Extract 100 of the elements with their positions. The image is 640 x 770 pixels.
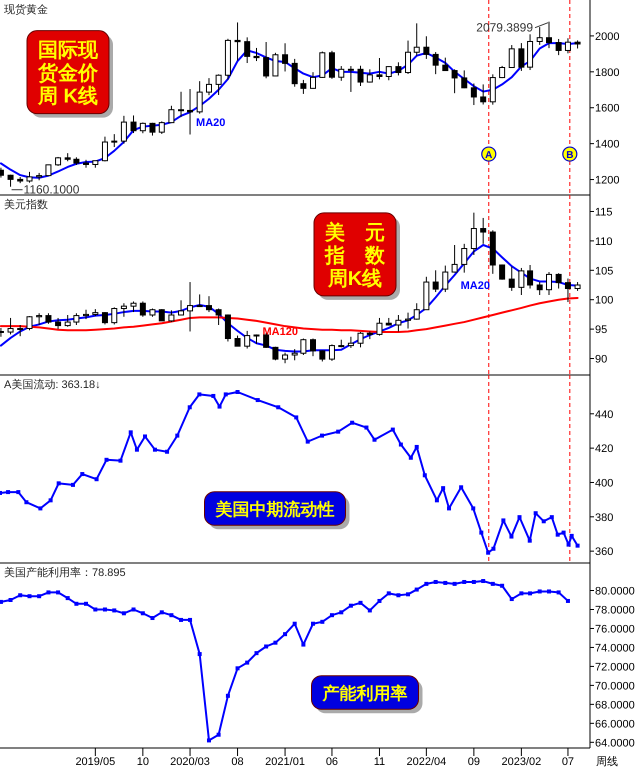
chart-title: 美元指数: [4, 198, 48, 211]
candlestick: [518, 42, 524, 72]
candlestick: [206, 78, 212, 96]
candlestick: [168, 310, 174, 323]
point: [459, 485, 464, 490]
candlestick: [414, 302, 420, 320]
candlestick: [178, 300, 184, 316]
y-tick-label: 80.0000: [595, 586, 635, 598]
chart-title: A美国流动: 363.18↓: [4, 378, 101, 391]
candlestick: [395, 314, 402, 332]
point: [197, 392, 202, 396]
candlestick: [564, 38, 571, 54]
point: [306, 440, 310, 444]
candlestick: [366, 68, 373, 84]
candlestick: [282, 352, 288, 364]
series-label: MA120: [262, 326, 298, 338]
candlestick: [518, 267, 524, 296]
point: [165, 450, 170, 454]
candlestick: [111, 306, 118, 325]
point: [550, 515, 554, 520]
candlestick: [452, 244, 458, 274]
series-label: MA20: [196, 117, 226, 130]
candlestick: [187, 282, 194, 332]
y-tick-label: 72.0000: [595, 661, 635, 674]
y-tick-label: 100: [595, 294, 614, 307]
candlestick: [556, 38, 562, 56]
point: [408, 456, 413, 460]
candlestick: [216, 308, 222, 326]
candlestick: [8, 317, 14, 335]
candlestick: [499, 65, 506, 79]
candlestick: [470, 212, 477, 256]
candlestick: [461, 243, 468, 274]
point: [143, 434, 148, 438]
candlestick: [120, 302, 127, 318]
point: [24, 500, 28, 504]
candlestick: [536, 26, 543, 46]
annotation: 1160.1000: [24, 182, 80, 197]
candlestick: [508, 44, 515, 68]
candlestick: [546, 21, 552, 49]
point: [390, 428, 395, 432]
x-tick-label: 11: [374, 756, 386, 768]
candlestick: [376, 317, 382, 336]
candlestick: [216, 74, 222, 96]
point: [528, 538, 532, 543]
candlestick: [328, 344, 335, 362]
point: [509, 534, 514, 539]
annotation: 2079.3899: [476, 20, 534, 35]
y-tick-label: 440: [595, 408, 614, 421]
point: [471, 506, 476, 510]
candlestick: [442, 265, 448, 293]
point: [562, 530, 566, 535]
candlestick: [338, 66, 344, 82]
point: [479, 530, 484, 535]
point: [570, 534, 574, 538]
candlestick: [300, 79, 306, 94]
candlestick: [452, 68, 458, 94]
point: [542, 519, 546, 524]
candlestick: [564, 278, 571, 303]
x-tick-label: 10: [136, 756, 149, 768]
y-tick-label: 66.0000: [595, 718, 635, 730]
point: [16, 490, 20, 494]
y-tick-label: 1800: [595, 66, 620, 79]
point: [372, 438, 376, 442]
x-tick-label: 2021/01: [265, 756, 305, 768]
point: [518, 515, 522, 520]
point: [501, 518, 506, 522]
x-tick-label: 2019/05: [75, 756, 116, 768]
point: [6, 490, 10, 494]
point: [104, 458, 109, 462]
point: [566, 542, 571, 547]
y-tick-label: 420: [595, 443, 614, 456]
candlestick: [140, 300, 146, 318]
point: [38, 506, 42, 510]
candlestick: [253, 47, 260, 62]
ref-line-label: A: [485, 150, 492, 162]
candlestick: [470, 82, 477, 106]
y-tick-label: 1600: [595, 102, 620, 115]
point: [534, 511, 538, 516]
y-tick-label: 90: [595, 354, 608, 366]
point: [447, 506, 452, 510]
point: [175, 434, 180, 438]
candlestick: [130, 300, 137, 313]
annotation: 美国中期流动性: [214, 500, 334, 519]
candlestick: [26, 171, 32, 184]
y-tick-label: 78.0000: [595, 604, 635, 616]
candlestick: [196, 294, 203, 308]
point: [576, 544, 580, 548]
candlestick: [149, 122, 156, 136]
candlestick: [224, 314, 231, 342]
candlestick: [272, 346, 278, 361]
y-tick-label: 76.0000: [595, 623, 635, 636]
candlestick: [64, 314, 71, 328]
point: [336, 430, 340, 434]
candlestick: [348, 336, 354, 348]
y-tick-label: 360: [595, 546, 614, 558]
candlestick: [300, 338, 306, 356]
chart-title: 美国产能利用率：78.895: [4, 566, 126, 579]
candlestick: [414, 22, 420, 56]
candlestick: [556, 272, 562, 290]
x-tick-label: 2022/04: [406, 756, 446, 768]
